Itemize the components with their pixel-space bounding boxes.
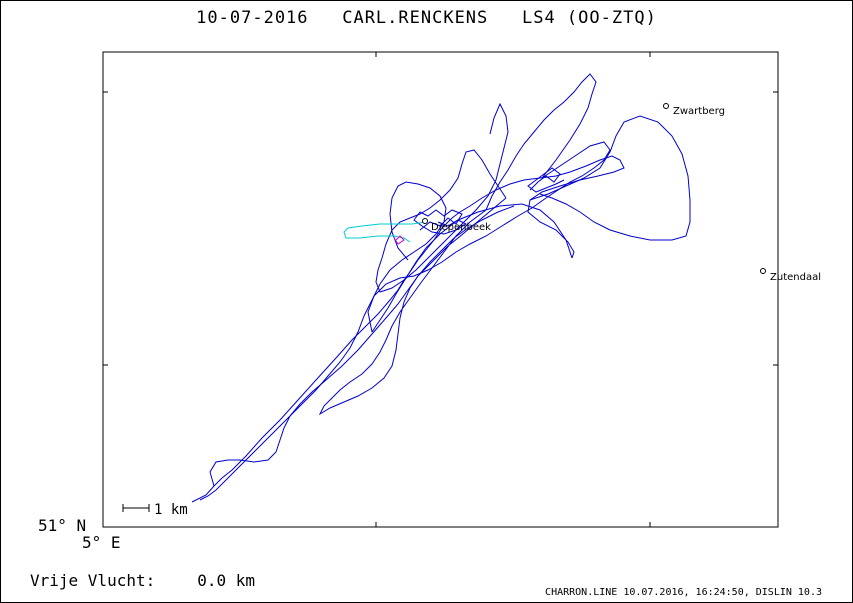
place-marker-diepenbeek (422, 218, 428, 224)
flight-track (191, 155, 625, 503)
flight-title: 10-07-2016 CARL.RENCKENS LS4 (OO-ZTQ) (196, 8, 657, 28)
place-label-zwartberg: Zwartberg (673, 106, 725, 117)
plot-frame (102, 51, 779, 528)
scale-bar (122, 504, 150, 512)
flight-track (367, 141, 611, 333)
flight-track (485, 73, 597, 211)
latitude-label: 51° N (38, 516, 87, 535)
axis-ticks (103, 52, 778, 527)
flight-track (529, 115, 691, 241)
scale-bar-label: 1 km (154, 502, 188, 518)
flight-track (527, 167, 565, 193)
flight-track (375, 102, 509, 293)
launch-track (343, 221, 427, 243)
place-label-zutendaal: Zutendaal (770, 272, 821, 283)
flight-track (371, 203, 573, 333)
place-label-diepenbeek: Diepenbeek (431, 222, 491, 233)
place-marker-zutendaal (760, 268, 766, 274)
flight-track (413, 209, 468, 235)
free-flight-label: Vrije Vlucht: (30, 571, 156, 590)
flight-track (318, 197, 507, 416)
place-marker-zwartberg (663, 103, 669, 109)
free-flight-value: 0.0 km (197, 571, 256, 590)
release-marker (393, 235, 405, 245)
flight-track (209, 205, 515, 487)
free-flight-distance: Vrije Vlucht: 0.0 km (30, 571, 255, 590)
flight-track (199, 181, 447, 501)
longitude-label: 5° E (82, 533, 121, 552)
footer-info: CHARRON.LINE 10.07.2016, 16:24:50, DISLI… (545, 587, 822, 598)
